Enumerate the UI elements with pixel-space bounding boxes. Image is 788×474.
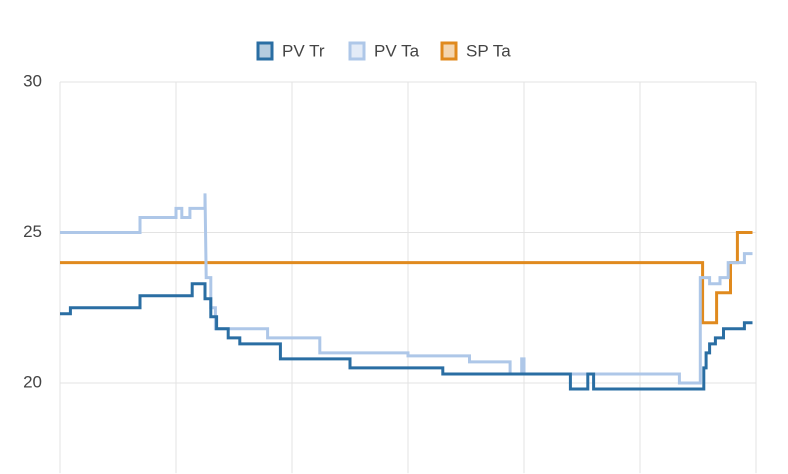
legend-swatch: [348, 41, 366, 61]
legend-label: PV Ta: [374, 41, 420, 60]
series-line: [60, 193, 753, 385]
legend-label: PV Tr: [282, 41, 325, 60]
legend-swatch: [440, 41, 458, 61]
y-tick-label: 25: [23, 222, 42, 241]
legend-label: SP Ta: [466, 41, 511, 60]
legend-item: SP Ta: [440, 41, 511, 61]
y-tick-label: 30: [23, 71, 42, 90]
legend-item: PV Ta: [348, 41, 420, 61]
series-line: [60, 282, 753, 391]
legend-item: PV Tr: [256, 41, 325, 61]
series-line: [60, 231, 753, 325]
legend-swatch: [256, 41, 274, 61]
y-tick-label: 20: [23, 372, 42, 391]
